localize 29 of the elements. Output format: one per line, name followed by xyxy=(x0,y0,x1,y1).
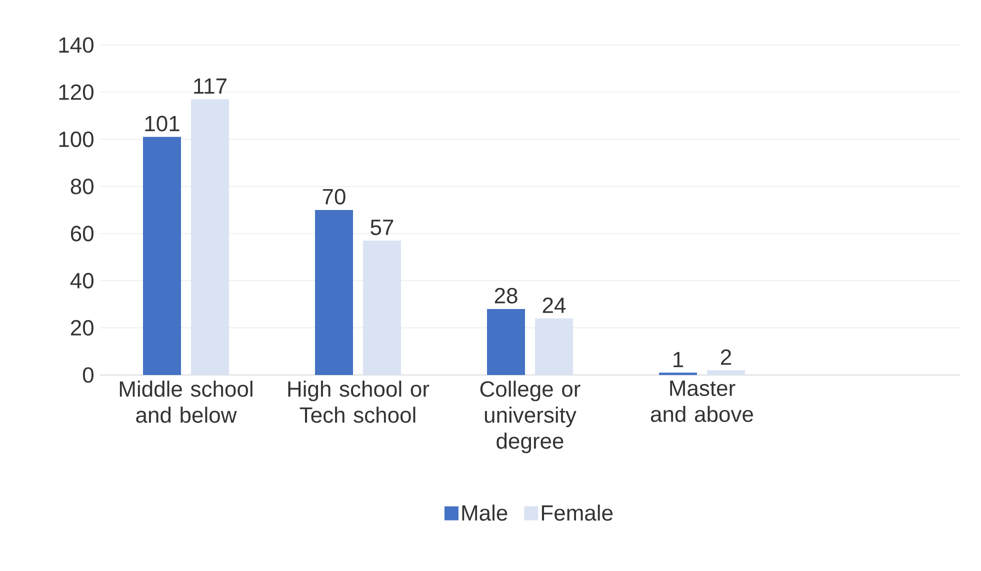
data-label: 117 xyxy=(194,78,226,94)
data-label: 57 xyxy=(370,220,394,236)
bar xyxy=(143,136,182,375)
y-tick-label: 140 xyxy=(59,37,94,53)
legend-label: Male xyxy=(462,504,508,521)
data-label: 24 xyxy=(542,298,566,313)
legend-label: Female xyxy=(542,504,613,521)
x-tick-label: High school or Tech school xyxy=(288,380,430,423)
bar xyxy=(487,309,526,375)
data-label: 101 xyxy=(145,116,180,132)
y-tick-label: 120 xyxy=(59,84,94,100)
data-label: 70 xyxy=(322,188,346,204)
x-tick-label: Master and above xyxy=(650,380,753,422)
data-label: 1 xyxy=(674,352,684,368)
x-tick-label: College or university degree xyxy=(480,380,580,454)
y-tick-label: 40 xyxy=(70,272,94,289)
y-tick-label: 20 xyxy=(70,320,94,336)
bar xyxy=(535,318,574,375)
y-tick-label: 100 xyxy=(59,131,94,148)
y-tick-label: 80 xyxy=(70,178,94,194)
bar xyxy=(363,240,402,375)
y-tick-label: 60 xyxy=(70,226,94,242)
bar xyxy=(315,210,354,375)
bar xyxy=(707,370,746,375)
bar xyxy=(191,99,230,375)
data-label: 28 xyxy=(494,288,518,304)
x-tick-label: Middle school and below xyxy=(120,380,252,423)
y-tick-label: 0 xyxy=(82,367,94,383)
data-label: 2 xyxy=(721,349,732,365)
